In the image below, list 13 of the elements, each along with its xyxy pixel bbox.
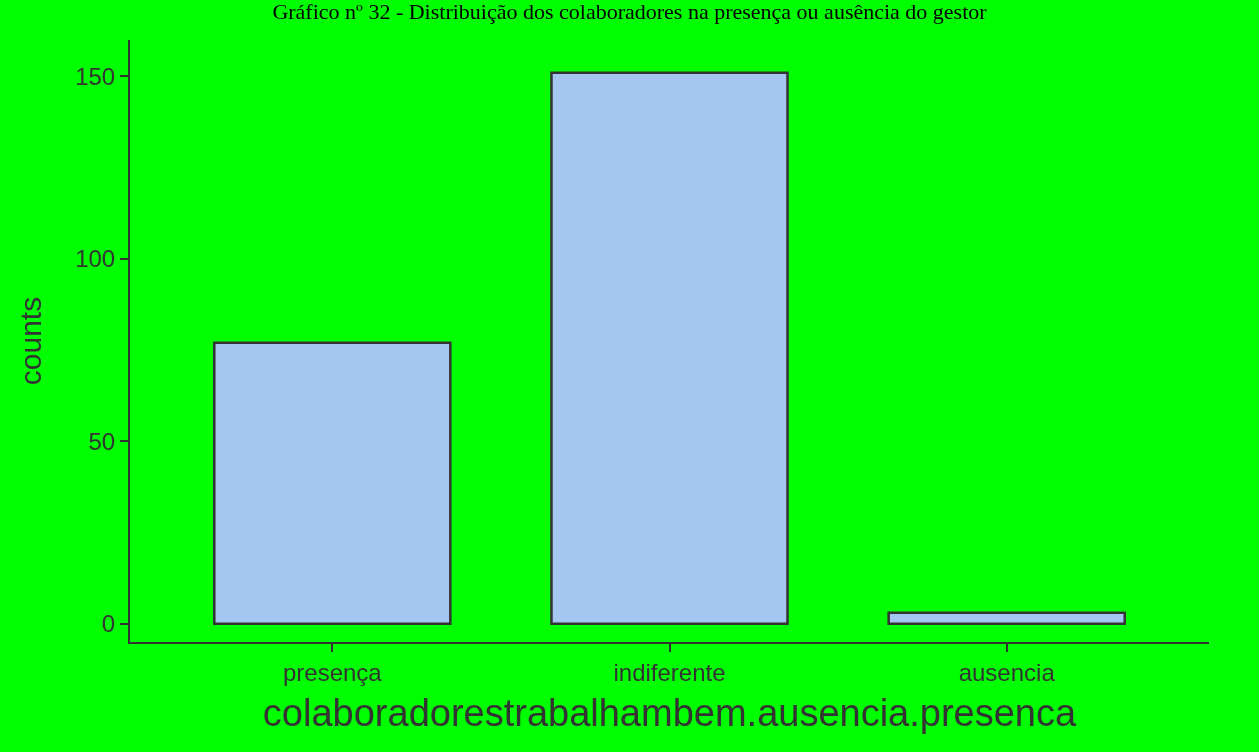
y-tick-label: 150 — [75, 62, 116, 90]
x-axis-title: colaboradorestrabalhambem.ausencia.presenca — [262, 692, 1077, 735]
bar — [213, 341, 452, 626]
y-tick-label: 0 — [101, 610, 116, 638]
y-axis-title: counts — [13, 296, 47, 386]
x-tick-label: ausencia — [958, 658, 1056, 686]
x-tick-label: indiferente — [613, 658, 726, 686]
y-tick-label: 100 — [75, 245, 116, 273]
chart-title: Gráfico nº 32 - Distribuição dos colaboradores na presença ou ausência do gestor — [272, 0, 988, 25]
y-tick-label: 50 — [88, 427, 116, 455]
bar — [550, 71, 789, 626]
bar — [887, 611, 1126, 626]
x-tick-label: presença — [282, 658, 383, 686]
